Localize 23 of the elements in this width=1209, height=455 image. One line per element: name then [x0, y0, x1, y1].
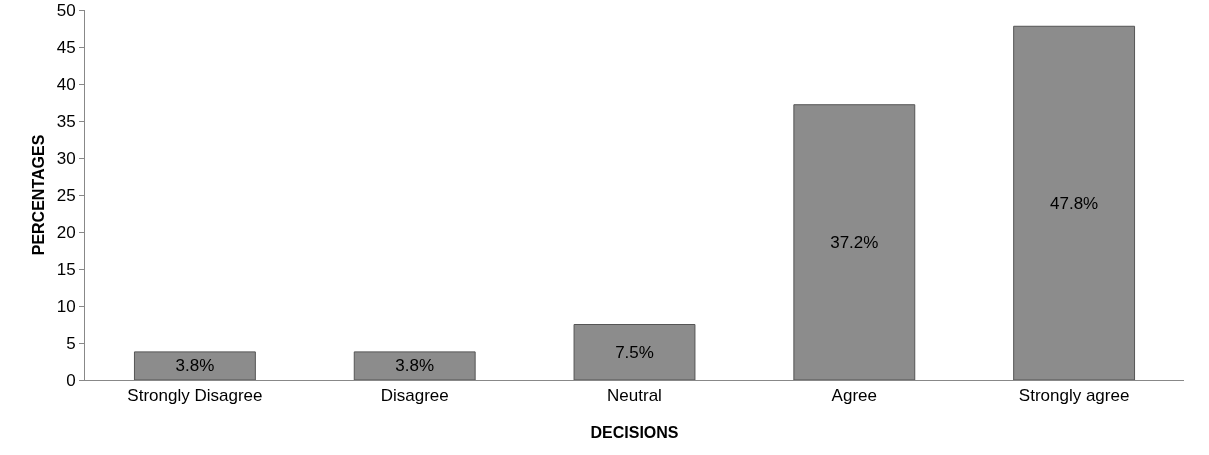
y-axis-title: PERCENTAGES — [29, 134, 47, 256]
x-tick-label: Strongly Disagree — [127, 386, 263, 406]
data-label: 7.5% — [615, 342, 654, 362]
y-tick-label: 10 — [56, 296, 76, 316]
y-tick-label: 30 — [56, 148, 76, 168]
data-label: 37.2% — [830, 232, 879, 252]
y-tick-label: 0 — [66, 370, 76, 390]
y-tick-label: 25 — [56, 185, 76, 205]
y-tick-label: 50 — [56, 0, 76, 20]
y-tick-label: 20 — [56, 222, 76, 242]
data-label: 3.8% — [175, 356, 215, 376]
x-tick-label: Neutral — [607, 386, 662, 406]
y-tick-label: 35 — [56, 111, 76, 131]
x-tick-label: Strongly agree — [1018, 386, 1130, 406]
data-label: 47.8% — [1050, 193, 1099, 213]
y-tick-label: 5 — [66, 333, 76, 353]
y-tick-label: 15 — [56, 259, 76, 279]
y-tick-label: 40 — [56, 74, 76, 94]
x-tick-label: Disagree — [380, 386, 449, 406]
y-tick-label: 45 — [56, 37, 76, 57]
data-label: 3.8% — [395, 356, 435, 376]
x-axis-title: DECISIONS — [590, 424, 679, 441]
x-tick-label: Agree — [831, 386, 877, 406]
